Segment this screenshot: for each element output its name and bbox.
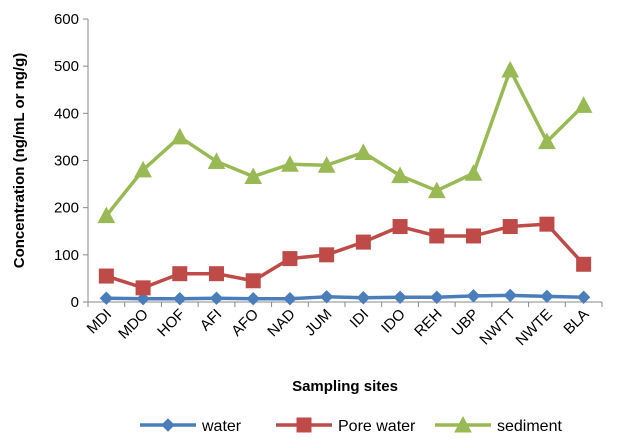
- x-tick-label: HOF: [154, 306, 188, 340]
- data-point-water: [393, 290, 407, 304]
- x-tick-label: IDI: [347, 306, 373, 332]
- data-point-water: [356, 291, 371, 305]
- data-point-sediment: [244, 167, 263, 185]
- y-tick-label: 300: [54, 153, 79, 170]
- data-point-pore-water: [245, 273, 261, 289]
- data-point-sediment: [501, 60, 520, 78]
- data-point-pore-water: [172, 266, 188, 282]
- y-tick-label: 200: [54, 200, 79, 217]
- data-point-pore-water: [429, 228, 445, 244]
- data-point-sediment: [317, 156, 336, 173]
- legend-marker-sediment: [454, 415, 472, 433]
- legend-label-water: water: [201, 418, 242, 435]
- data-point-water: [430, 290, 444, 304]
- legend-label-pore-water: Pore water: [338, 418, 416, 435]
- data-point-pore-water: [135, 280, 151, 296]
- data-point-water: [283, 291, 297, 306]
- data-point-water: [466, 289, 481, 303]
- series-pore-water: [98, 216, 592, 296]
- y-tick-label: 400: [54, 105, 79, 122]
- y-axis-title: Concentration (ng/mL or ng/g): [11, 53, 28, 269]
- data-point-water: [209, 291, 224, 305]
- legend-item-pore-water: Pore water: [276, 417, 416, 435]
- x-tick-label: NAD: [264, 306, 299, 341]
- x-tick-label: BLA: [560, 306, 592, 338]
- data-point-pore-water: [209, 266, 224, 282]
- x-tick-label: JUM: [302, 306, 336, 340]
- legend-item-sediment: sediment: [435, 415, 562, 435]
- legend-item-water: water: [140, 418, 242, 435]
- data-point-water: [136, 291, 150, 306]
- data-point-water: [173, 291, 187, 306]
- data-point-sediment: [170, 127, 189, 145]
- data-point-sediment: [574, 96, 593, 113]
- data-point-pore-water: [539, 216, 555, 232]
- data-point-pore-water: [576, 256, 592, 272]
- data-point-pore-water: [466, 228, 481, 244]
- data-point-sediment: [134, 160, 152, 178]
- data-point-pore-water: [392, 219, 408, 235]
- data-point-sediment: [207, 152, 226, 169]
- data-point-water: [99, 291, 114, 305]
- series-water: [99, 288, 591, 306]
- x-tick-label: AFI: [197, 306, 226, 335]
- data-point-water: [576, 290, 591, 304]
- data-point-sediment: [391, 166, 409, 184]
- data-point-pore-water: [355, 234, 371, 250]
- legend-marker-pore-water: [296, 417, 312, 433]
- y-tick-label: 0: [71, 294, 79, 311]
- data-point-water: [246, 291, 260, 306]
- y-tick-label: 600: [54, 11, 79, 28]
- data-point-sediment: [538, 132, 556, 150]
- data-point-water: [319, 290, 334, 304]
- legend-label-sediment: sediment: [497, 418, 562, 435]
- plot-area: 0 100 200 300 400 500 600 MDI MDO HOF AFI AFO NAD JUM…: [54, 11, 603, 349]
- x-axis-title: Sampling sites: [292, 378, 398, 395]
- legend: water Pore water sediment: [140, 415, 562, 435]
- series-sediment: [97, 60, 593, 224]
- data-point-water: [503, 288, 517, 303]
- y-tick-label: 500: [54, 58, 79, 75]
- x-tick-label: MDO: [115, 306, 152, 343]
- x-tick-label: MDI: [84, 306, 115, 337]
- legend-marker-water: [161, 418, 175, 432]
- x-tick-label: NWTE: [513, 306, 556, 349]
- data-point-pore-water: [282, 251, 298, 267]
- data-point-pore-water: [98, 268, 114, 284]
- data-point-pore-water: [319, 247, 335, 263]
- data-point-sediment: [427, 181, 446, 199]
- x-tick-label: IDO: [378, 306, 409, 337]
- x-tick-label: REH: [411, 306, 445, 340]
- data-point-pore-water: [502, 219, 518, 235]
- x-tick-label: AFO: [228, 306, 262, 340]
- data-point-sediment: [281, 155, 299, 172]
- data-point-sediment: [464, 164, 483, 181]
- x-tick-label: NWTT: [476, 306, 519, 349]
- y-axis-title-group: Concentration (ng/mL or ng/g): [11, 53, 28, 269]
- data-point-sediment: [354, 143, 373, 160]
- y-tick-label: 100: [54, 247, 79, 264]
- data-point-sediment: [97, 206, 116, 224]
- data-point-water: [540, 289, 554, 304]
